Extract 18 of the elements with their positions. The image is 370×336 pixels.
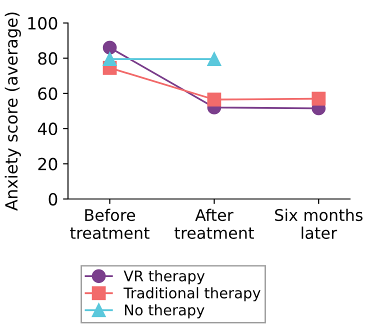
y-tick-label: 60	[38, 87, 58, 100]
x-tick-label: After treatment	[174, 208, 254, 239]
legend-label: No therapy	[125, 304, 204, 318]
point	[102, 52, 117, 66]
y-tick-label: 20	[38, 158, 58, 170]
legend-label: Traditional therapy	[124, 287, 260, 302]
point	[312, 92, 326, 106]
y-axis-title: Anxiety score (average)	[4, 12, 21, 211]
x-tick-label: Six months later	[275, 208, 363, 239]
point	[102, 40, 117, 55]
legend-label: VR therapy	[124, 270, 205, 284]
y-tick-label: 80	[38, 52, 58, 65]
point	[207, 52, 222, 66]
y-tick-label: 40	[38, 122, 58, 136]
x-tick-label: Before treatment	[70, 208, 150, 239]
y-tick-label: 0	[48, 192, 58, 206]
y-tick-label: 100	[28, 16, 58, 30]
point	[207, 92, 222, 107]
